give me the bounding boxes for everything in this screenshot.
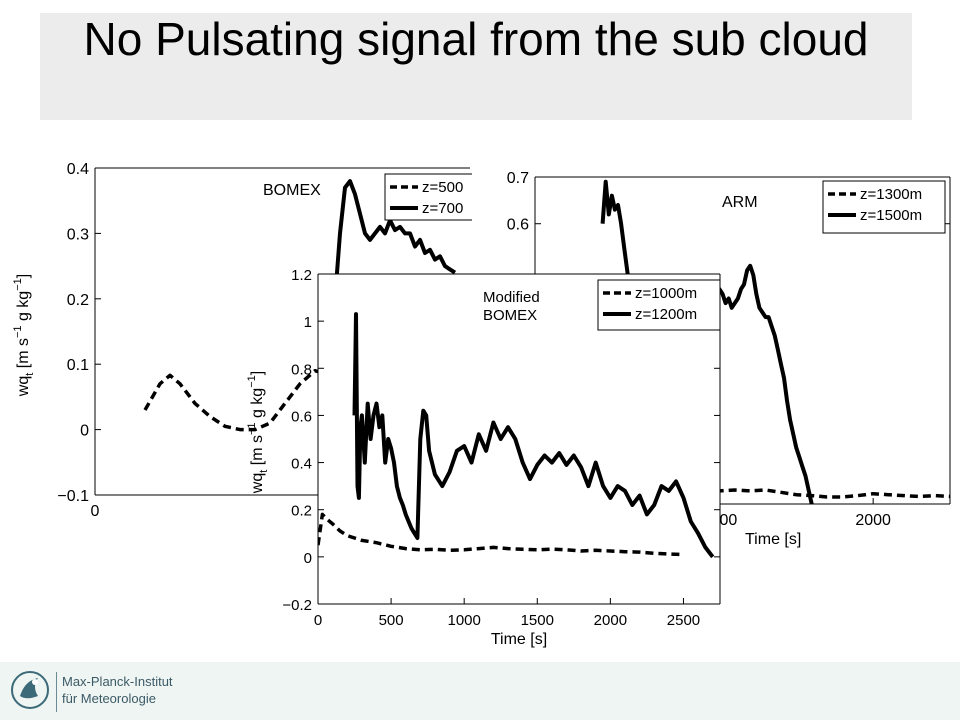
legend-box — [597, 279, 721, 331]
legend-box — [822, 180, 946, 234]
y-tick-label: 0.7 — [507, 170, 529, 187]
y-tick-label: 0.8 — [291, 361, 312, 378]
x-tick-label: 0 — [91, 503, 100, 520]
legend: z=1000m z=1200m — [597, 279, 721, 331]
y-tick-label: 1 — [304, 314, 312, 331]
series-line-dashed — [143, 368, 456, 432]
y-tick-label: 0.2 — [67, 292, 89, 309]
y-tick-label: 0.2 — [291, 503, 312, 520]
institute-name: Max-Planck-Institut für Meteorologie — [62, 673, 173, 707]
legend-label: z=1300m — [860, 186, 922, 203]
series-line-solid — [352, 312, 715, 559]
x-tick-label: 2000 — [855, 512, 891, 529]
y-tick-label: 0.1 — [67, 357, 89, 374]
chart-modified-bomex: −0.200.20.40.60.811.20 500 1000 1500 2000 250… — [246, 267, 721, 648]
x-axis-label: Time [s] — [745, 531, 801, 548]
footer-divider — [56, 672, 57, 712]
legend: z=1300m z=1500m — [822, 180, 946, 234]
series-line-dashed — [318, 512, 684, 557]
x-tick-label: 1500 — [521, 612, 554, 629]
y-tick-label: −0.1 — [57, 488, 89, 505]
y-tick-label: 0 — [80, 423, 89, 440]
institute-line-2: für Meteorologie — [62, 691, 156, 706]
y-tick-label: 1.2 — [291, 267, 312, 284]
legend-label: z=1500m — [860, 207, 922, 224]
chart-annotation: BOMEX — [263, 182, 321, 199]
chart-annotation-line-1: Modified — [483, 289, 540, 306]
footer-band — [0, 662, 960, 720]
y-axis-label: wqt [m s−1 g kg−1] — [12, 274, 36, 397]
mpi-minerva-logo-icon — [11, 671, 49, 709]
y-tick-label: 0 — [304, 550, 312, 567]
y-tick-label: 0.4 — [291, 456, 312, 473]
slide-title: No Pulsating signal from the sub cloud — [83, 13, 869, 65]
y-tick-label: −0.2 — [282, 597, 312, 614]
y-tick-label: 0.4 — [67, 161, 89, 178]
x-axis-label: Time [s] — [491, 631, 547, 648]
legend-box — [384, 173, 472, 221]
legend-label: z=1200m — [635, 306, 697, 323]
y-axis-label: wqt [m s−1 g kg−1] — [246, 371, 270, 494]
x-tick-label: 1000 — [447, 612, 480, 629]
chart-annotation-line-2: BOMEX — [483, 307, 537, 324]
legend-label: z=700 — [422, 200, 463, 217]
y-tick-label: 0.3 — [67, 226, 89, 243]
institute-line-1: Max-Planck-Institut — [62, 674, 173, 689]
y-tick-label: 0.6 — [507, 217, 529, 234]
x-tick-label: 2500 — [667, 612, 700, 629]
x-tick-label: 500 — [379, 612, 404, 629]
x-tick-label: 0 — [314, 612, 322, 629]
legend-label: z=500 — [422, 179, 463, 196]
legend: z=500 z=700 — [384, 173, 472, 221]
title-band — [40, 13, 912, 120]
legend-label: z=1000m — [635, 285, 697, 302]
y-tick-label: 0.6 — [291, 408, 312, 425]
chart-annotation: ARM — [722, 194, 758, 211]
x-tick-label: 2000 — [594, 612, 627, 629]
